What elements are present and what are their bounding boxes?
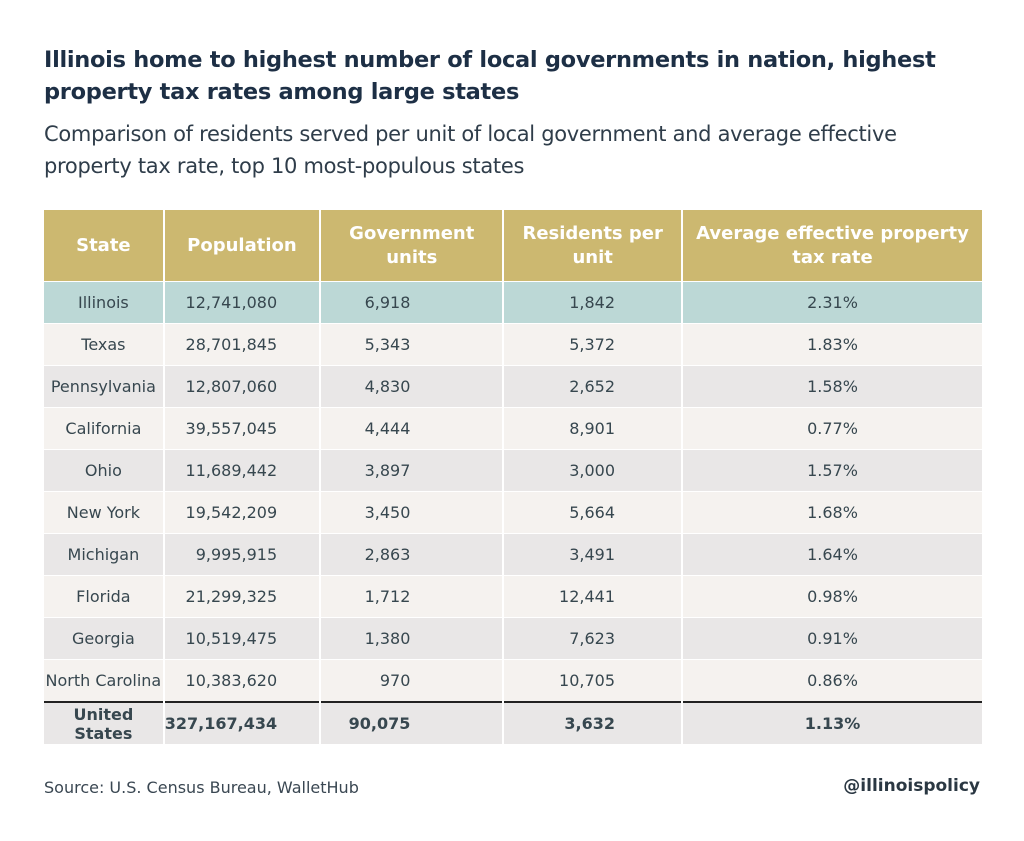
table-row: United States 327,167,434 90,075 3,632 1.13% xyxy=(44,701,982,744)
table-cell-pop: 327,167,434 xyxy=(162,701,321,744)
table-cell-gov: 6,918 xyxy=(319,281,504,324)
table-cell-pop: 12,807,060 xyxy=(162,365,321,408)
table-cell-gov: 1,712 xyxy=(319,575,504,618)
column-header: Government units xyxy=(319,210,504,282)
chart-title: Illinois home to highest number of local… xyxy=(44,47,936,105)
table-cell-state: Texas xyxy=(44,323,164,366)
social-handle: @illinoispolicy xyxy=(843,776,980,796)
table-cell-res: 5,664 xyxy=(502,491,682,534)
table-cell-pop: 39,557,045 xyxy=(162,407,321,450)
table-row: Pennsylvania 12,807,060 4,830 2,652 1.58% xyxy=(44,365,982,408)
table-cell-rate: 1.64% xyxy=(681,533,982,576)
table-cell-state: Pennsylvania xyxy=(44,365,164,408)
table-cell-rate: 2.31% xyxy=(681,281,982,324)
table-cell-pop: 12,741,080 xyxy=(162,281,321,324)
table-cell-pop: 19,542,209 xyxy=(162,491,321,534)
table-cell-rate: 1.57% xyxy=(681,449,982,492)
table-row: California 39,557,045 4,444 8,901 0.77% xyxy=(44,407,982,450)
table-row: Texas 28,701,845 5,343 5,372 1.83% xyxy=(44,323,982,366)
table-cell-state: United States xyxy=(44,701,164,744)
data-table: State Population Government units Residents… xyxy=(44,210,982,744)
table-cell-rate: 1.83% xyxy=(681,323,982,366)
source-note: Source: U.S. Census Bureau, WalletHub xyxy=(44,778,359,797)
table-cell-res: 7,623 xyxy=(502,617,682,660)
column-header: Residents per unit xyxy=(502,210,682,282)
table-cell-gov: 3,450 xyxy=(319,491,504,534)
table-cell-gov: 970 xyxy=(319,659,504,702)
table-cell-gov: 1,380 xyxy=(319,617,504,660)
table-cell-state: New York xyxy=(44,491,164,534)
table-cell-res: 5,372 xyxy=(502,323,682,366)
table-cell-rate: 1.58% xyxy=(681,365,982,408)
table-cell-gov: 3,897 xyxy=(319,449,504,492)
table-cell-rate: 0.91% xyxy=(681,617,982,660)
table-row: Illinois 12,741,080 6,918 1,842 2.31% xyxy=(44,281,982,324)
table-row: Florida 21,299,325 1,712 12,441 0.98% xyxy=(44,575,982,618)
table-cell-state: North Carolina xyxy=(44,659,164,702)
table-cell-gov: 5,343 xyxy=(319,323,504,366)
table-cell-state: Ohio xyxy=(44,449,164,492)
table-cell-gov: 4,830 xyxy=(319,365,504,408)
table-cell-rate: 1.68% xyxy=(681,491,982,534)
table-cell-pop: 10,519,475 xyxy=(162,617,321,660)
table-cell-pop: 21,299,325 xyxy=(162,575,321,618)
table-cell-res: 1,842 xyxy=(502,281,682,324)
table-cell-pop: 9,995,915 xyxy=(162,533,321,576)
table-cell-res: 10,705 xyxy=(502,659,682,702)
table-cell-state: Florida xyxy=(44,575,164,618)
table-cell-res: 2,652 xyxy=(502,365,682,408)
table-cell-rate: 0.77% xyxy=(681,407,982,450)
table-row: North Carolina 10,383,620 970 10,705 0.86% xyxy=(44,659,982,702)
column-header: Average effective property tax rate xyxy=(681,210,982,282)
table-row: New York 19,542,209 3,450 5,664 1.68% xyxy=(44,491,982,534)
table-cell-pop: 28,701,845 xyxy=(162,323,321,366)
table-cell-res: 12,441 xyxy=(502,575,682,618)
table-cell-rate: 0.98% xyxy=(681,575,982,618)
table-cell-res: 8,901 xyxy=(502,407,682,450)
table-cell-pop: 11,689,442 xyxy=(162,449,321,492)
column-header: Population xyxy=(162,210,321,282)
table-cell-gov: 90,075 xyxy=(319,701,504,744)
table-cell-res: 3,000 xyxy=(502,449,682,492)
table-cell-state: California xyxy=(44,407,164,450)
table-cell-res: 3,491 xyxy=(502,533,682,576)
column-header: State xyxy=(44,210,164,282)
table-row: Georgia 10,519,475 1,380 7,623 0.91% xyxy=(44,617,982,660)
table-cell-gov: 4,444 xyxy=(319,407,504,450)
table-cell-rate: 0.86% xyxy=(681,659,982,702)
table-cell-state: Michigan xyxy=(44,533,164,576)
table-row: Ohio 11,689,442 3,897 3,000 1.57% xyxy=(44,449,982,492)
table-cell-gov: 2,863 xyxy=(319,533,504,576)
table-cell-state: Georgia xyxy=(44,617,164,660)
table-row: Michigan 9,995,915 2,863 3,491 1.64% xyxy=(44,533,982,576)
header-row: State Population Government units Residents… xyxy=(44,210,982,282)
table-cell-pop: 10,383,620 xyxy=(162,659,321,702)
chart-subtitle: Comparison of residents served per unit … xyxy=(44,122,897,178)
table-cell-res: 3,632 xyxy=(502,701,682,744)
table-cell-state: Illinois xyxy=(44,281,164,324)
table-cell-rate: 1.13% xyxy=(681,701,982,744)
